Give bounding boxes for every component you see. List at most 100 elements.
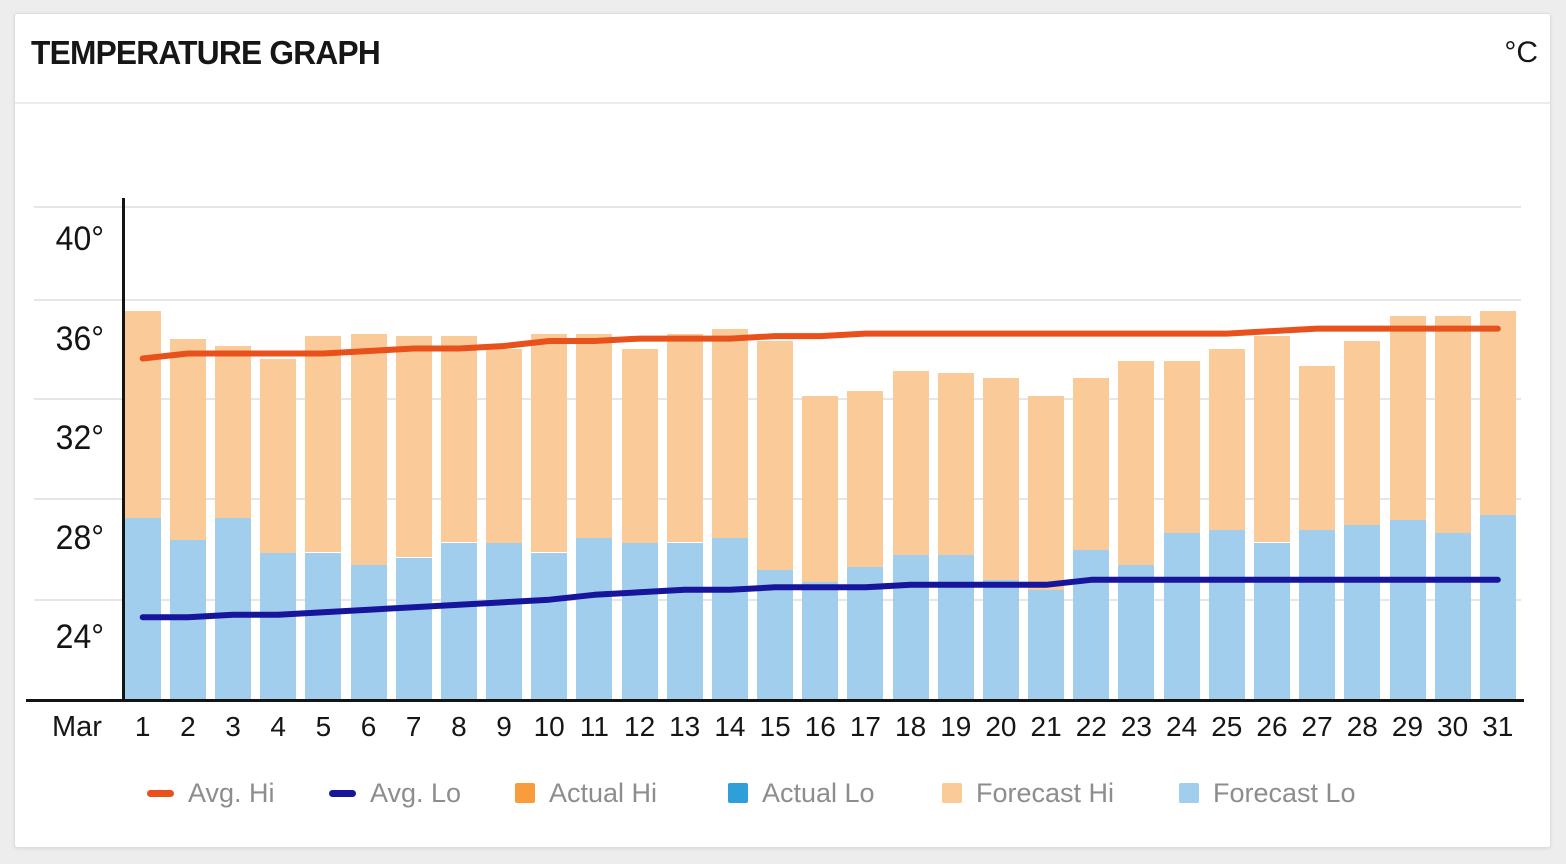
legend-item-avg-lo[interactable]: Avg. Lo	[329, 777, 461, 809]
forecast-hi-bar	[757, 341, 794, 570]
x-axis-day-label: 27	[1301, 711, 1333, 742]
forecast-hi-bar	[711, 328, 748, 538]
x-axis-month-label: Mar	[52, 711, 102, 743]
x-axis-line	[26, 699, 1524, 702]
forecast-lo-bar	[350, 564, 387, 699]
legend-label: Avg. Lo	[370, 777, 462, 808]
forecast-lo-bar	[802, 582, 839, 699]
legend-item-avg-hi[interactable]: Avg. Hi	[147, 777, 275, 809]
x-axis-day-label: 14	[714, 711, 746, 742]
x-axis-day-label: 13	[669, 711, 701, 742]
x-axis-day-label: 29	[1391, 711, 1424, 742]
header-divider	[15, 102, 1550, 104]
forecast-hi-bar	[1163, 360, 1200, 533]
forecast-lo-bar	[757, 569, 794, 699]
forecast-hi-bar	[1479, 311, 1516, 516]
forecast-hi-bar	[124, 311, 161, 518]
x-axis-day-label: 24	[1166, 711, 1198, 742]
legend-item-forecast-hi[interactable]: Forecast Hi	[942, 777, 1114, 809]
forecast-hi-bar	[1299, 365, 1336, 531]
forecast-hi-bar	[395, 336, 432, 558]
y-axis-tick-label: 24°	[55, 618, 104, 657]
forecast-lo-bar	[1254, 542, 1290, 699]
y-axis-line	[122, 198, 125, 702]
forecast-hi-bar	[350, 333, 387, 565]
legend-label: Actual Hi	[549, 777, 658, 808]
forecast-hi-bar	[937, 373, 974, 555]
forecast-hi-bar	[260, 358, 297, 553]
legend-label: Actual Lo	[762, 777, 875, 808]
x-axis-day-label: 11	[579, 711, 609, 742]
y-axis-tick-label: 36°	[55, 319, 104, 358]
x-axis-day-label: 1	[134, 711, 151, 742]
forecast-lo-bar	[1118, 564, 1155, 699]
x-axis-day-label: 4	[270, 711, 286, 742]
forecast-hi-bar	[1118, 360, 1155, 565]
temperature-unit-label: °C	[1504, 36, 1538, 69]
forecast-lo-bar	[847, 567, 884, 699]
forecast-hi-bar	[1389, 316, 1426, 521]
forecast-lo-bar	[1163, 532, 1200, 699]
x-axis-day-label: 28	[1346, 711, 1378, 742]
x-axis-day-label: 15	[759, 711, 791, 742]
forecast-lo-bar	[1028, 589, 1065, 699]
forecast-lo-bar	[1479, 515, 1516, 699]
x-axis-day-label: 30	[1437, 711, 1469, 742]
x-axis-day-label: 20	[985, 711, 1017, 742]
temperature-graph-card: TEMPERATURE GRAPH °C 40° 36° 32° 28° 24° Mar 1…	[14, 13, 1551, 848]
x-axis-day-label: 16	[804, 711, 836, 742]
forecast-lo-bar	[1434, 532, 1471, 699]
x-axis-day-label: 7	[405, 711, 422, 742]
forecast-lo-bar	[937, 555, 974, 699]
forecast-lo-bar	[124, 517, 161, 699]
forecast-hi-bar	[440, 336, 477, 543]
forecast-hi-bar	[1344, 341, 1381, 526]
x-axis-day-label: 18	[895, 711, 927, 742]
forecast-hi-bar	[892, 370, 929, 555]
x-axis-day-label: 10	[533, 711, 565, 742]
forecast-hi-bar	[531, 333, 568, 553]
forecast-lo-bar	[1073, 550, 1110, 699]
forecast-lo-bar	[892, 555, 929, 699]
legend-square-swatch	[1179, 783, 1199, 803]
legend-square-swatch	[515, 783, 535, 803]
legend-label: Forecast Hi	[976, 777, 1115, 808]
forecast-lo-bar	[711, 537, 748, 699]
x-axis-day-label: 3	[225, 711, 241, 742]
forecast-hi-bar	[305, 336, 342, 553]
x-axis-day-label: 23	[1120, 711, 1152, 742]
forecast-lo-bar	[1344, 525, 1381, 699]
forecast-hi-bar	[1073, 378, 1110, 550]
forecast-lo-bar	[1389, 520, 1426, 699]
chart-title: TEMPERATURE GRAPH	[31, 34, 381, 71]
y-axis-tick-label: 32°	[55, 419, 104, 458]
x-axis-day-label: 19	[940, 711, 972, 742]
legend-line-swatch	[147, 789, 174, 797]
legend-label: Avg. Hi	[188, 777, 275, 808]
x-axis-day-label: 31	[1482, 711, 1514, 742]
legend-item-actual-lo[interactable]: Actual Lo	[728, 777, 875, 809]
x-axis-day-label: 21	[1030, 711, 1062, 742]
x-axis-day-label: 2	[180, 711, 196, 742]
legend-item-actual-hi[interactable]: Actual Hi	[515, 777, 657, 809]
gridline	[34, 299, 1521, 301]
forecast-lo-bar	[982, 579, 1019, 699]
forecast-hi-bar	[621, 348, 658, 543]
forecast-lo-bar	[531, 552, 568, 699]
legend-item-forecast-lo[interactable]: Forecast Lo	[1179, 777, 1356, 809]
x-axis-day-label: 9	[496, 711, 512, 742]
x-axis-day-label: 6	[360, 711, 377, 742]
forecast-hi-bar	[169, 338, 206, 540]
avg-hi-line	[139, 325, 1501, 362]
x-axis-day-label: 5	[315, 711, 332, 742]
forecast-lo-bar	[666, 542, 703, 699]
x-axis-day-label: 26	[1256, 711, 1288, 742]
x-axis-day-label: 25	[1211, 711, 1243, 742]
y-axis-tick-label: 28°	[55, 518, 104, 557]
y-axis-tick-label: 40°	[55, 220, 104, 259]
forecast-lo-bar	[260, 552, 297, 699]
forecast-lo-bar	[1208, 530, 1245, 699]
legend-square-swatch	[942, 783, 962, 803]
x-axis-day-label: 22	[1075, 711, 1107, 742]
forecast-lo-bar	[621, 542, 658, 699]
